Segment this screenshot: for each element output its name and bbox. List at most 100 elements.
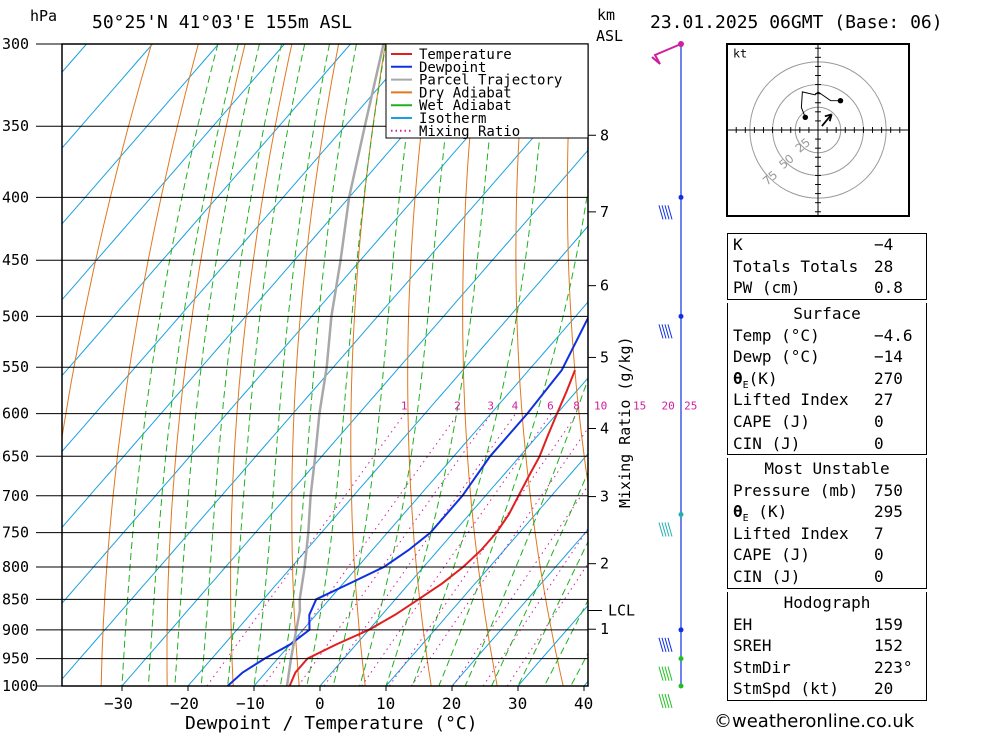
mixing-ratio-label: 2 [454, 400, 461, 413]
row-label: CIN (J) [733, 566, 801, 586]
row-value: 0 [874, 411, 884, 431]
indices-panel: K −4 Totals Totals 28 PW (cm) 0.8 [727, 233, 927, 300]
pressure-tick-label: 450 [2, 251, 29, 269]
wind-level-dot [678, 512, 684, 518]
row-label: Lifted Index [733, 523, 849, 543]
mixing-ratio-line [482, 527, 588, 686]
legend-entry: Mixing Ratio [419, 124, 520, 140]
x-tick-label: 40 [574, 694, 593, 713]
pressure-tick-label: 650 [2, 447, 29, 465]
asl-label: ASL [596, 27, 624, 45]
wet-adiabat-line [570, 652, 588, 686]
wet-adiabat-line [174, 44, 260, 686]
table-row: CAPE (J) 0 [728, 544, 926, 566]
dry-adiabat-line [291, 44, 340, 686]
table-row: StmSpd (kt) 20 [728, 678, 926, 700]
row-label: Totals Totals [733, 256, 859, 276]
isotherm-line [187, 225, 588, 686]
table-row: Temp (°C) −4.6 [728, 325, 926, 347]
pressure-tick-label: 750 [2, 524, 29, 542]
mixing-ratio-line [297, 413, 492, 686]
isotherm-line [62, 44, 351, 377]
hodograph-unit: kt [733, 47, 747, 61]
row-value: −4.6 [874, 325, 913, 345]
row-value: 20 [874, 679, 894, 699]
table-row: θE(K) 270 [728, 368, 926, 391]
x-tick-label: 10 [376, 694, 395, 713]
plot-frame [61, 43, 589, 687]
pressure-tick-label: 900 [2, 621, 29, 639]
wet-adiabat-line [385, 44, 500, 686]
copyright-footer[interactable]: ©weatheronline.co.uk [714, 711, 915, 732]
wind-barb [658, 693, 673, 709]
wind-barb [658, 666, 673, 681]
x-tick-label: 20 [442, 694, 461, 713]
row-label: PW (cm) [733, 278, 801, 298]
row-value: 27 [874, 390, 894, 410]
row-label: θE (K) [733, 502, 788, 525]
mixing-ratio-label: 1 [401, 400, 408, 413]
wind-barb-top [651, 43, 682, 65]
row-label: StmDir [733, 657, 791, 677]
wind-level-dot [678, 194, 684, 200]
row-label: θE(K) [733, 368, 778, 391]
pressure-tick-label: 500 [2, 307, 29, 325]
wind-level-dot [678, 313, 684, 319]
row-label: CAPE (J) [733, 545, 811, 565]
table-row: Pressure (mb) 750 [728, 480, 926, 502]
dry-adiabat-line [713, 44, 720, 686]
wind-barb [658, 205, 673, 220]
x-tick-label: 0 [315, 694, 325, 713]
wet-adiabat-line [253, 44, 330, 686]
mixing-ratio-label: 8 [573, 400, 580, 413]
x-tick-label: −20 [170, 694, 199, 713]
x-tick-label: −30 [104, 694, 133, 713]
isotherm-line [62, 44, 417, 453]
legend-entry: Parcel Trajectory [419, 73, 562, 89]
row-value: 159 [874, 614, 903, 634]
row-label: SREH [733, 636, 772, 656]
mixing-ratio-line [262, 413, 459, 686]
hodograph-trace [800, 91, 841, 118]
table-row: SREH 152 [728, 635, 926, 657]
pressure-tick-label: 300 [2, 35, 29, 53]
isotherm-line [451, 528, 588, 686]
row-value: 0.8 [874, 278, 903, 298]
legend-entry: Temperature [419, 47, 512, 63]
row-value: 7 [874, 523, 884, 543]
mixing-ratio-label: 4 [512, 400, 519, 413]
table-row: StmDir 223° [728, 657, 926, 679]
row-value: 0 [874, 566, 884, 586]
pressure-tick-label: 700 [2, 487, 29, 505]
row-value: −14 [874, 347, 903, 367]
dry-adiabat-line [666, 44, 720, 686]
lcl-label: LCL [608, 602, 635, 620]
isotherm-line [517, 604, 588, 686]
row-label: K [733, 235, 743, 254]
wet-adiabat-line [200, 44, 282, 686]
wind-level-dot [678, 656, 684, 662]
wet-adiabat-line [517, 540, 588, 686]
pressure-tick-label: 550 [2, 358, 29, 376]
height-km-label: 5 [600, 348, 609, 366]
surface-title: Surface [793, 304, 861, 323]
wet-adiabat-line [279, 44, 357, 686]
table-row: PW (cm) 0.8 [728, 277, 926, 299]
row-label: Pressure (mb) [733, 480, 859, 500]
row-value: 0 [874, 545, 884, 565]
plot-area [62, 44, 720, 686]
height-km-label: 3 [600, 488, 609, 506]
isotherm-line [121, 149, 588, 686]
table-row: CIN (J) 0 [728, 433, 926, 455]
table-row: K −4 [728, 234, 926, 256]
table-row: EH 159 [728, 614, 926, 636]
pressure-tick-label: 350 [2, 117, 29, 135]
isotherm-line [253, 301, 588, 686]
dewpoint-profile [226, 315, 588, 686]
height-km-label: 7 [600, 203, 609, 221]
x-axis-label: Dewpoint / Temperature (°C) [185, 713, 478, 733]
wind-level-dot [678, 683, 684, 689]
mixing-ratio-line [506, 562, 588, 686]
most-unstable-panel: Most Unstable Pressure (mb) 750 θE (K) 295 Li… [727, 458, 927, 589]
